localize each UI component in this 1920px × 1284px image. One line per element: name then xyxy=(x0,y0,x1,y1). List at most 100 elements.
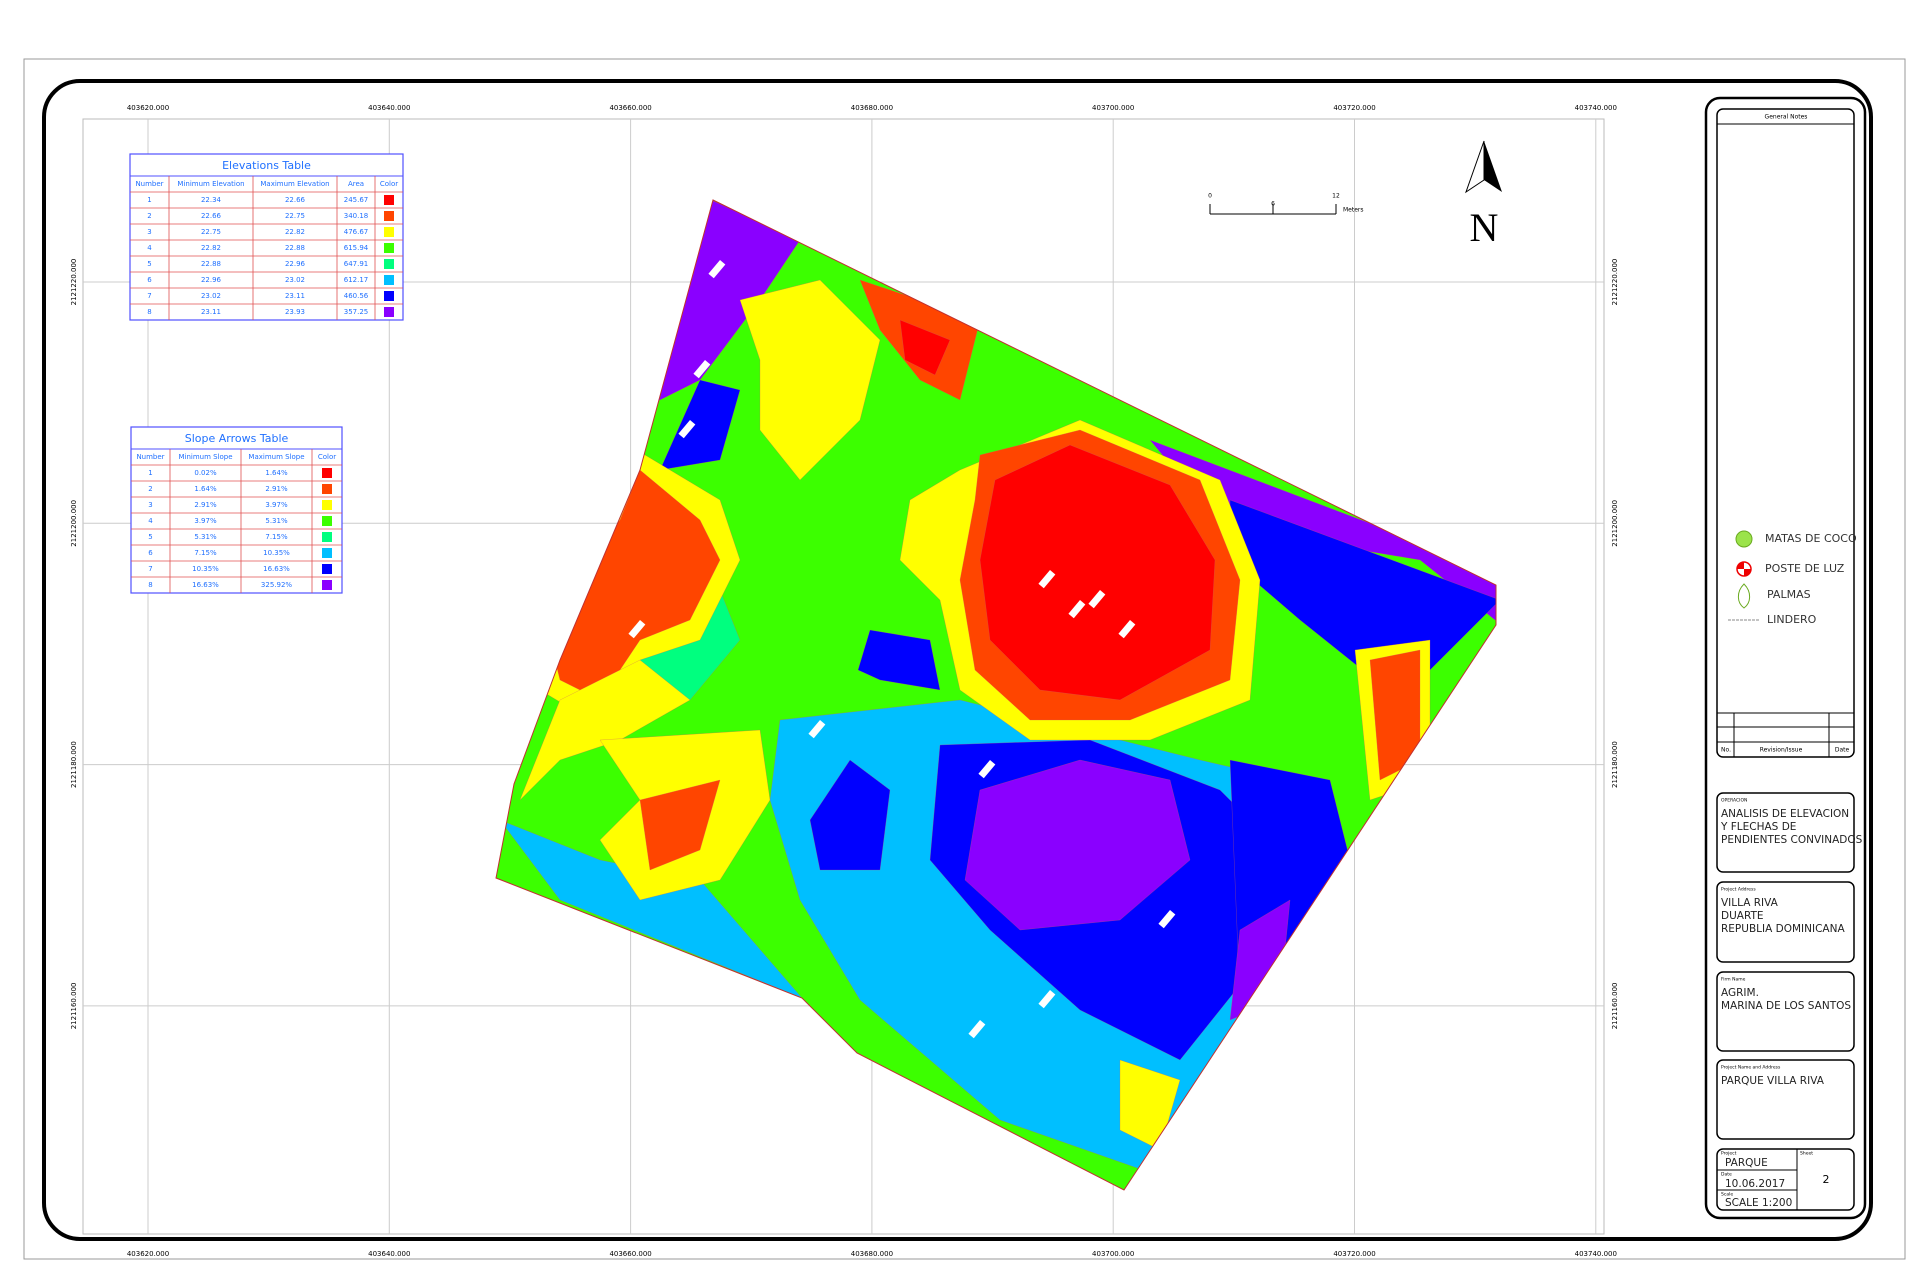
field-label: Scale xyxy=(1721,1192,1733,1198)
table-cell: 0.02% xyxy=(194,469,217,477)
survey-marker xyxy=(678,419,696,439)
plot-area xyxy=(82,118,1605,1235)
survey-marker xyxy=(1088,590,1106,609)
elevation-zone xyxy=(639,779,721,871)
elevation-map xyxy=(496,200,1496,1190)
table-cell: 4 xyxy=(147,244,152,252)
box xyxy=(1716,881,1855,963)
table-cell: 476.67 xyxy=(344,228,369,236)
elevation-zone xyxy=(809,759,891,871)
revision-header: Date xyxy=(1835,747,1850,754)
survey-marker xyxy=(1038,990,1056,1009)
table-cell: 1 xyxy=(147,196,151,204)
legend-symbol xyxy=(1737,562,1751,576)
elevation-zone xyxy=(899,319,951,376)
table-header: Minimum Slope xyxy=(178,453,232,461)
table-cell: 325.92% xyxy=(261,581,292,589)
survey-marker xyxy=(1068,600,1086,619)
table-cell: 23.02 xyxy=(201,292,221,300)
field-value: Y FLECHAS DE xyxy=(1720,821,1796,833)
field-value: MARINA DE LOS SANTOS xyxy=(1721,1000,1851,1012)
frame xyxy=(42,79,1873,1241)
table-cell: 22.66 xyxy=(285,196,306,204)
legend-symbol xyxy=(1737,583,1751,609)
color-swatch xyxy=(384,227,394,237)
sheet-number: 2 xyxy=(1823,1173,1830,1186)
table-frame xyxy=(130,426,343,594)
table-cell: 2 xyxy=(147,212,151,220)
table-header: Number xyxy=(136,453,164,461)
table-cell: 2 xyxy=(148,485,152,493)
table-cell: 23.93 xyxy=(285,308,305,316)
table-cell: 23.02 xyxy=(285,276,305,284)
table-frame xyxy=(129,153,404,321)
table-header: Color xyxy=(380,180,398,188)
sheet-border xyxy=(23,58,1906,1260)
table-cell: 612.17 xyxy=(344,276,369,284)
revision-header: No. xyxy=(1721,747,1731,754)
scale-label: 12 xyxy=(1332,193,1340,200)
x-coordinate: 403700.000 xyxy=(1092,1250,1134,1258)
table-cell: 7 xyxy=(147,292,151,300)
y-coordinate: 2121160.000 xyxy=(1611,983,1619,1030)
survey-marker xyxy=(968,1019,986,1039)
table-cell: 7.15% xyxy=(194,549,217,557)
table-title: Elevations Table xyxy=(222,159,311,172)
table-cell: 7.15% xyxy=(265,533,288,541)
color-swatch xyxy=(322,564,332,574)
table-cell: 22.75 xyxy=(201,228,221,236)
table-cell: 22.66 xyxy=(201,212,222,220)
title-block-frame xyxy=(1704,96,1867,1220)
legend-label: PALMAS xyxy=(1767,588,1811,601)
survey-marker xyxy=(1118,620,1136,639)
color-swatch xyxy=(322,516,332,526)
notes-title: General Notes xyxy=(1765,114,1808,121)
table-title: Slope Arrows Table xyxy=(185,432,289,445)
table-cell: 22.88 xyxy=(285,244,305,252)
site-boundary xyxy=(495,199,1497,1191)
field-value: PARQUE VILLA RIVA xyxy=(1721,1075,1825,1087)
table-header: Maximum Slope xyxy=(248,453,304,461)
color-swatch xyxy=(384,275,394,285)
table-cell: 5.31% xyxy=(265,517,288,525)
field-value: DUARTE xyxy=(1721,910,1764,922)
table-header: Area xyxy=(348,180,364,188)
table-cell: 1 xyxy=(148,469,152,477)
legend-label: POSTE DE LUZ xyxy=(1765,562,1845,575)
field-label: Sheet xyxy=(1800,1151,1813,1157)
table-cell: 615.94 xyxy=(344,244,369,252)
color-swatch xyxy=(384,307,394,317)
survey-marker xyxy=(1158,909,1176,929)
box xyxy=(1716,1059,1855,1140)
table-cell: 3.97% xyxy=(265,501,288,509)
color-swatch xyxy=(322,500,332,510)
legend-symbols xyxy=(1728,530,1760,621)
color-swatch xyxy=(322,580,332,590)
elevation-zone xyxy=(499,819,803,999)
field-label: Firm Name xyxy=(1721,977,1746,983)
y-coordinate: 2121200.000 xyxy=(70,500,78,547)
box xyxy=(1716,1148,1855,1211)
field-label: Date xyxy=(1721,1172,1732,1178)
color-swatch xyxy=(384,243,394,253)
table-cell: 23.11 xyxy=(285,292,305,300)
field-label: Project Address xyxy=(1721,887,1756,893)
table-cell: 22.82 xyxy=(285,228,305,236)
table-cell: 6 xyxy=(148,549,153,557)
survey-marker xyxy=(628,620,646,639)
table-cell: 5 xyxy=(148,533,152,541)
x-coordinate: 403680.000 xyxy=(851,1250,893,1258)
field-label: Project Name and Address xyxy=(1721,1065,1781,1071)
table-cell: 245.67 xyxy=(344,196,369,204)
color-swatch xyxy=(322,468,332,478)
table-cell: 460.56 xyxy=(344,292,369,300)
table-cell: 10.35% xyxy=(192,565,219,573)
elevation-zone xyxy=(979,444,1216,701)
survey-marker xyxy=(1038,570,1056,589)
table-cell: 340.18 xyxy=(344,212,369,220)
field-value: SCALE 1:200 xyxy=(1725,1197,1792,1209)
table-cell: 22.82 xyxy=(201,244,221,252)
elevation-zone xyxy=(964,759,1191,931)
x-coordinate: 403720.000 xyxy=(1333,1250,1375,1258)
color-swatch xyxy=(322,532,332,542)
